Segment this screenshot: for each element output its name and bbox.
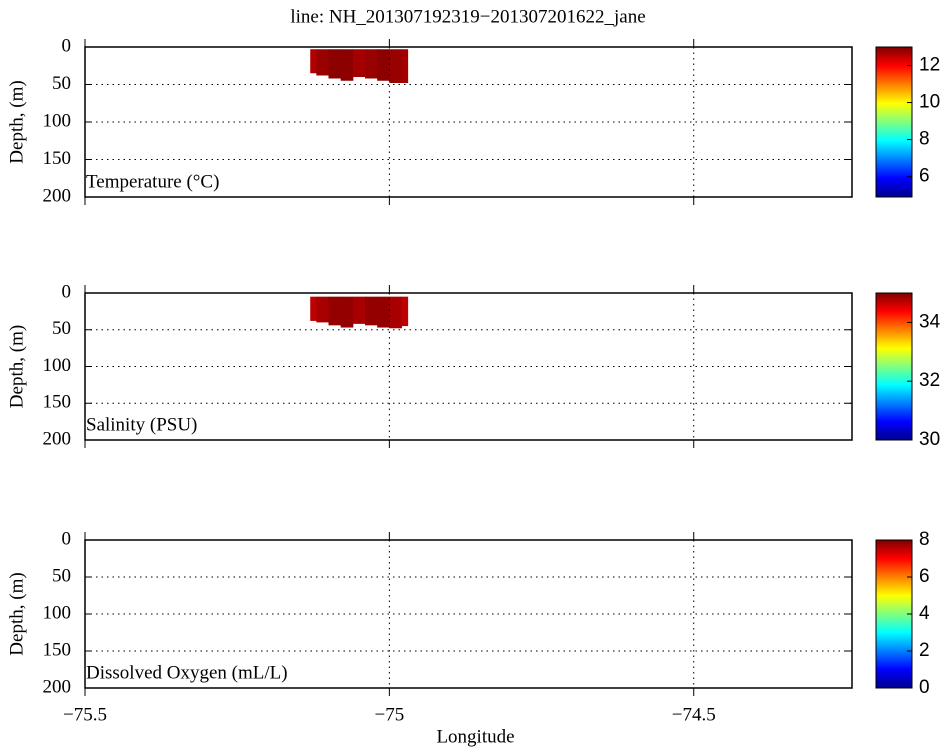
colorbar-fill	[875, 292, 913, 441]
section-cell	[352, 49, 366, 77]
panel-label: Salinity (PSU)	[86, 414, 197, 435]
section-cell	[310, 296, 317, 321]
y-axis-label: Depth, (m)	[6, 572, 27, 655]
section-cell	[352, 296, 366, 324]
y-tick-label: 100	[43, 355, 72, 376]
colorbar-tick-label: 6	[919, 166, 930, 187]
y-tick-label: 150	[43, 148, 72, 169]
section-cell	[316, 49, 329, 76]
colorbar-tick-label: 10	[919, 92, 940, 113]
y-tick-label: 200	[43, 428, 72, 449]
colorbar-fill	[875, 46, 913, 198]
x-tick-label: −74.5	[672, 704, 716, 725]
colorbar-tick-label: 32	[919, 370, 940, 391]
chart-title: line: NH_201307192319−201307201622_jane	[290, 6, 645, 27]
section-cell	[401, 49, 409, 83]
y-tick-label: 0	[62, 35, 72, 56]
colorbar-fill	[875, 539, 913, 689]
section-cell	[328, 296, 342, 326]
section-cell	[377, 296, 390, 328]
colorbar-tick-label: 0	[919, 677, 930, 698]
section-cell	[389, 49, 403, 83]
section-cell	[377, 49, 390, 81]
y-tick-label: 150	[43, 392, 72, 413]
y-tick-label: 100	[43, 110, 72, 131]
colorbar: 30 32 34	[875, 292, 941, 450]
section-cell	[389, 296, 403, 329]
section-cell	[365, 49, 378, 79]
y-tick-label: 50	[52, 318, 71, 339]
y-axis-label: Depth, (m)	[6, 325, 27, 408]
plot-frame	[84, 46, 853, 198]
colorbar: 6 8 10 12	[875, 46, 940, 198]
y-tick-label: 50	[52, 73, 71, 94]
panel-label: Temperature (°C)	[86, 171, 219, 192]
y-axis-label: Depth, (m)	[6, 80, 27, 163]
section-cell	[316, 296, 329, 323]
panel-label: Dissolved Oxygen (mL/L)	[86, 662, 288, 683]
colorbar-tick-label: 6	[919, 566, 930, 587]
y-tick-label: 200	[43, 676, 72, 697]
section-cell	[365, 296, 378, 326]
section-cell	[310, 49, 317, 74]
y-tick-label: 100	[43, 602, 72, 623]
y-tick-label: 50	[52, 565, 71, 586]
section-cell	[328, 49, 342, 79]
colorbar-tick-label: 12	[919, 55, 940, 76]
colorbar-tick-label: 2	[919, 640, 930, 661]
y-tick-label: 0	[62, 528, 72, 549]
plot-frame	[84, 539, 853, 689]
section-cell	[340, 49, 354, 81]
x-tick-label: −75	[375, 704, 405, 725]
colorbar-tick-label: 8	[919, 129, 930, 150]
y-tick-label: 0	[62, 281, 72, 302]
y-tick-label: 200	[43, 185, 72, 206]
colorbar-tick-label: 30	[919, 429, 940, 450]
section-cell	[340, 296, 354, 328]
colorbar-tick-label: 4	[919, 603, 930, 624]
colorbar-tick-label: 8	[919, 529, 930, 550]
plot-frame	[84, 292, 853, 441]
x-axis-label: Longitude	[436, 726, 514, 747]
y-tick-label: 150	[43, 639, 72, 660]
colorbar-tick-label: 34	[919, 311, 941, 332]
x-tick-label: −75.5	[63, 704, 107, 725]
section-cell	[401, 296, 409, 327]
colorbar: 0 2 4 6 8	[875, 529, 930, 698]
